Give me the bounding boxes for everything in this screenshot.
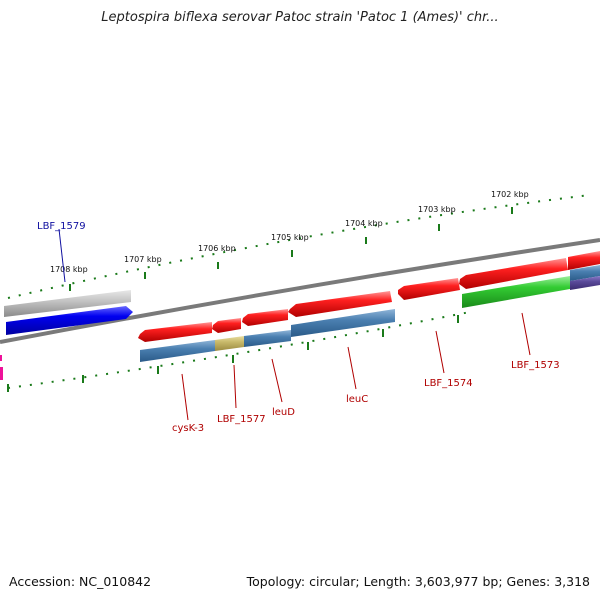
gene-red-1[interactable] [138, 322, 212, 342]
feature-magenta-edge-top[interactable] [0, 355, 2, 361]
accession-text: Accession: NC_010842 [9, 574, 152, 589]
scale-label-1705: 1705 kbp [271, 233, 309, 242]
genome-backbone [0, 238, 600, 344]
inner-major-ticks [7, 315, 459, 392]
gene-label-leuc[interactable]: leuC [346, 394, 368, 405]
feature-steelblue-2[interactable] [244, 330, 291, 347]
feature-magenta-edge[interactable] [0, 367, 3, 380]
gene-label-lbf-1577[interactable]: LBF_1577 [217, 414, 266, 425]
scale-label-1708: 1708 kbp [50, 265, 88, 274]
feature-steelblue-3[interactable] [291, 309, 395, 337]
outer-scale-track [7, 194, 591, 299]
gene-label-leud[interactable]: leuD [272, 407, 295, 418]
feature-purple[interactable] [570, 276, 600, 290]
scale-label-1703: 1703 kbp [418, 205, 456, 214]
gene-blue-reverse[interactable] [6, 306, 133, 335]
scale-label-1702: 1702 kbp [491, 190, 529, 199]
scale-label-1707: 1707 kbp [124, 255, 162, 264]
feature-steelblue-1[interactable] [140, 340, 215, 362]
gene-green[interactable] [462, 276, 570, 308]
gene-red-6[interactable] [459, 258, 568, 289]
topology-text: Topology: circular; Length: 3,603,977 bp… [246, 574, 590, 589]
gene-red-7[interactable] [568, 251, 600, 270]
label-leaders [58, 228, 531, 421]
scale-label-1704: 1704 kbp [345, 219, 383, 228]
gene-grey-forward[interactable] [4, 290, 131, 317]
gene-red-3[interactable] [242, 309, 288, 326]
outer-major-ticks [69, 207, 513, 291]
gene-label-lbf-1579[interactable]: LBF_1579 [37, 221, 86, 232]
feature-khaki[interactable] [215, 336, 244, 351]
gene-label-cysk-3[interactable]: cysK-3 [172, 423, 204, 434]
gene-label-lbf-1573[interactable]: LBF_1573 [511, 360, 560, 371]
map-title: Leptospira biflexa serovar Patoc strain … [101, 10, 499, 25]
gene-label-lbf-1574[interactable]: LBF_1574 [424, 378, 473, 389]
gene-red-5[interactable] [398, 278, 460, 300]
feature-steelblue-4[interactable] [570, 265, 600, 281]
gene-red-4[interactable] [288, 291, 392, 317]
scale-label-1706: 1706 kbp [198, 244, 236, 253]
gene-red-2[interactable] [212, 318, 241, 333]
